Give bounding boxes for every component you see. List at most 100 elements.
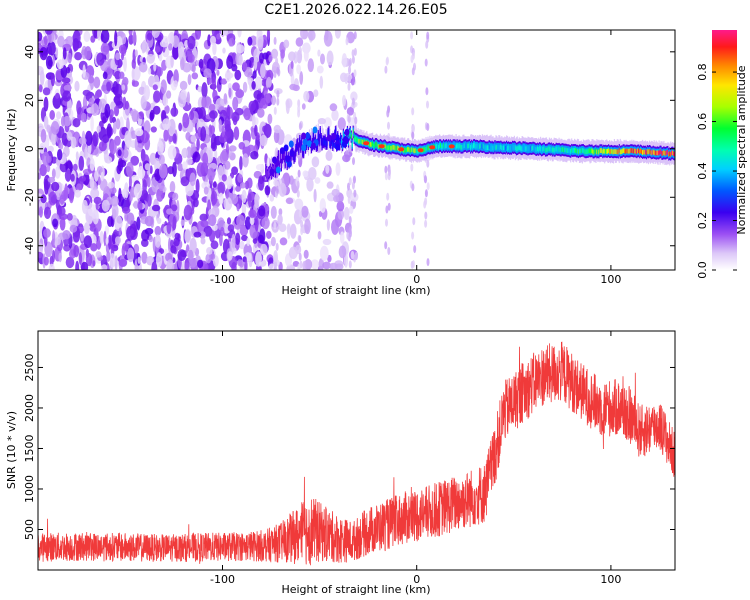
- noise-blob: [217, 181, 226, 195]
- trace-segment: [498, 144, 500, 150]
- noise-streak: [385, 57, 389, 66]
- noise-blob: [283, 39, 290, 49]
- trace-segment: [317, 133, 319, 139]
- noise-streak: [411, 107, 415, 116]
- trace-segment: [664, 150, 666, 156]
- noise-blob: [38, 84, 43, 93]
- trace-halo: [319, 135, 321, 150]
- trace-blob: [335, 143, 341, 151]
- noise-blob: [180, 176, 190, 187]
- trace-blob: [310, 142, 316, 150]
- noise-blob: [118, 71, 125, 79]
- trace-segment: [474, 143, 476, 148]
- noise-blob: [325, 150, 333, 161]
- noise-blob: [155, 252, 163, 268]
- trace-segment: [326, 141, 328, 146]
- noise-blob: [288, 51, 296, 62]
- noise-blob: [241, 189, 247, 203]
- noise-blob: [101, 264, 108, 270]
- trace-blob: [283, 144, 289, 152]
- noise-blob: [172, 43, 179, 60]
- trace-segment: [603, 148, 605, 154]
- noise-blob: [190, 134, 197, 143]
- noise-blob: [177, 163, 183, 172]
- noise-blob: [269, 194, 275, 202]
- trace-halo: [299, 144, 301, 160]
- noise-streak: [348, 59, 352, 68]
- trace-segment: [415, 148, 417, 154]
- noise-blob: [154, 225, 162, 236]
- trace-segment: [373, 143, 375, 149]
- trace-segment: [610, 148, 613, 154]
- trace-segment: [660, 149, 662, 155]
- x-tick-label: 100: [600, 273, 621, 286]
- noise-blob: [247, 193, 252, 208]
- trace-segment: [665, 150, 667, 156]
- noise-blob: [262, 52, 269, 60]
- trace-segment: [394, 145, 396, 151]
- trace-blob: [285, 155, 291, 163]
- noise-blob: [58, 252, 62, 263]
- trace-segment: [350, 134, 352, 140]
- noise-streak: [423, 175, 427, 184]
- noise-streak: [411, 131, 415, 140]
- noise-blob: [116, 164, 122, 175]
- noise-blob: [42, 87, 51, 96]
- trace-segment: [374, 141, 377, 147]
- noise-blob: [329, 103, 338, 112]
- trace-segment: [320, 136, 322, 142]
- trace-segment: [363, 139, 365, 144]
- trace-segment: [562, 147, 564, 152]
- noise-blob: [260, 63, 266, 79]
- trace-hotspot: [398, 147, 405, 152]
- noise-blob: [266, 30, 271, 40]
- trace-segment: [330, 140, 332, 146]
- noise-blob: [174, 232, 180, 240]
- trace-segment: [502, 145, 504, 151]
- trace-segment: [622, 148, 624, 153]
- trace-segment: [396, 145, 398, 151]
- noise-blob: [247, 36, 253, 46]
- noise-blob: [349, 205, 354, 214]
- noise-blob: [101, 199, 110, 212]
- trace-segment: [312, 133, 314, 138]
- noise-blob: [239, 240, 245, 250]
- noise-streak: [353, 175, 356, 184]
- trace-halo: [310, 128, 313, 143]
- trace-halo: [291, 152, 293, 168]
- noise-streak: [273, 36, 277, 45]
- trace-segment: [643, 149, 646, 155]
- noise-streak: [426, 31, 430, 40]
- trace-segment: [655, 151, 657, 156]
- trace-segment: [456, 143, 458, 148]
- noise-blob: [89, 176, 95, 190]
- noise-streak: [275, 242, 279, 251]
- trace-segment: [461, 144, 463, 150]
- trace-segment: [662, 151, 664, 156]
- noise-blob: [244, 216, 252, 230]
- noise-blob: [350, 91, 358, 102]
- noise-blob: [132, 80, 139, 87]
- noise-blob: [44, 30, 53, 35]
- trace-segment: [511, 144, 514, 150]
- trace-segment: [635, 148, 637, 154]
- noise-blob: [64, 169, 72, 182]
- noise-blob: [180, 219, 185, 226]
- noise-blob: [313, 89, 319, 97]
- trace-segment: [515, 146, 517, 152]
- trace-segment: [483, 144, 485, 149]
- noise-blob: [187, 74, 192, 86]
- noise-blob: [154, 234, 161, 248]
- trace-segment: [529, 146, 531, 151]
- trace-segment: [277, 154, 279, 159]
- trace-segment: [284, 159, 286, 165]
- noise-blob: [209, 110, 218, 119]
- trace-hotspot: [448, 144, 455, 149]
- noise-blob: [206, 77, 213, 85]
- noise-blob: [60, 115, 66, 127]
- noise-blob: [57, 149, 63, 161]
- noise-blob: [218, 119, 222, 133]
- trace-segment: [490, 145, 492, 151]
- trace-segment: [340, 136, 342, 142]
